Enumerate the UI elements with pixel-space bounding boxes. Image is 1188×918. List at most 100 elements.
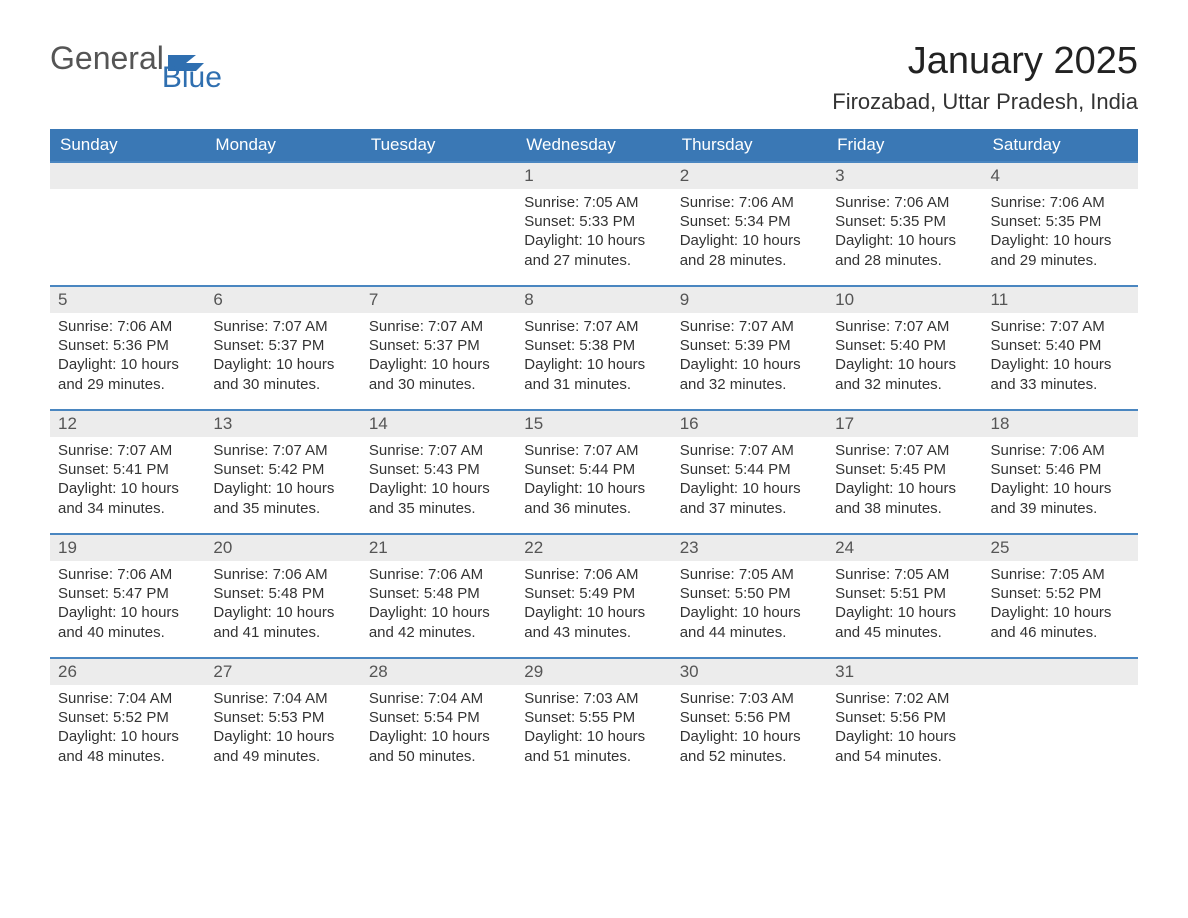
day-data: Sunrise: 7:07 AMSunset: 5:37 PMDaylight:… — [205, 313, 360, 400]
logo-text-blue: Blue — [162, 61, 222, 95]
day-number: 19 — [50, 535, 205, 561]
day-number: 3 — [827, 163, 982, 189]
sunset-line: Sunset: 5:54 PM — [369, 709, 480, 726]
calendar-cell: 17Sunrise: 7:07 AMSunset: 5:45 PMDayligh… — [827, 410, 982, 534]
day-data: Sunrise: 7:04 AMSunset: 5:54 PMDaylight:… — [361, 685, 516, 772]
calendar-cell: 9Sunrise: 7:07 AMSunset: 5:39 PMDaylight… — [672, 286, 827, 410]
day-data — [361, 189, 516, 199]
calendar-cell — [50, 162, 205, 286]
calendar-cell: 10Sunrise: 7:07 AMSunset: 5:40 PMDayligh… — [827, 286, 982, 410]
calendar-table: Sunday Monday Tuesday Wednesday Thursday… — [50, 129, 1138, 782]
day-number — [983, 659, 1138, 685]
day-number: 11 — [983, 287, 1138, 313]
calendar-cell: 7Sunrise: 7:07 AMSunset: 5:37 PMDaylight… — [361, 286, 516, 410]
daylight-line: Daylight: 10 hours and 29 minutes. — [991, 232, 1112, 268]
sunrise-line: Sunrise: 7:07 AM — [680, 318, 794, 335]
calendar-cell: 8Sunrise: 7:07 AMSunset: 5:38 PMDaylight… — [516, 286, 671, 410]
day-number: 31 — [827, 659, 982, 685]
day-number: 6 — [205, 287, 360, 313]
day-number: 7 — [361, 287, 516, 313]
day-number — [361, 163, 516, 189]
daylight-line: Daylight: 10 hours and 49 minutes. — [213, 728, 334, 764]
col-tuesday: Tuesday — [361, 129, 516, 162]
sunset-line: Sunset: 5:40 PM — [835, 337, 946, 354]
daylight-line: Daylight: 10 hours and 39 minutes. — [991, 480, 1112, 516]
calendar-header-row: Sunday Monday Tuesday Wednesday Thursday… — [50, 129, 1138, 162]
col-monday: Monday — [205, 129, 360, 162]
daylight-line: Daylight: 10 hours and 28 minutes. — [680, 232, 801, 268]
day-number — [205, 163, 360, 189]
sunset-line: Sunset: 5:47 PM — [58, 585, 169, 602]
sunrise-line: Sunrise: 7:06 AM — [213, 566, 327, 583]
sunrise-line: Sunrise: 7:03 AM — [680, 690, 794, 707]
sunset-line: Sunset: 5:35 PM — [991, 213, 1102, 230]
calendar-cell: 29Sunrise: 7:03 AMSunset: 5:55 PMDayligh… — [516, 658, 671, 782]
calendar-cell: 31Sunrise: 7:02 AMSunset: 5:56 PMDayligh… — [827, 658, 982, 782]
day-number: 26 — [50, 659, 205, 685]
calendar-week: 26Sunrise: 7:04 AMSunset: 5:52 PMDayligh… — [50, 658, 1138, 782]
logo-text-general: General — [50, 40, 164, 77]
sunrise-line: Sunrise: 7:05 AM — [835, 566, 949, 583]
day-number: 27 — [205, 659, 360, 685]
sunrise-line: Sunrise: 7:07 AM — [991, 318, 1105, 335]
calendar-cell: 22Sunrise: 7:06 AMSunset: 5:49 PMDayligh… — [516, 534, 671, 658]
sunrise-line: Sunrise: 7:02 AM — [835, 690, 949, 707]
day-data: Sunrise: 7:06 AM Sunset: 5:35 PM Daylight:… — [983, 189, 1138, 276]
day-number: 5 — [50, 287, 205, 313]
calendar-cell: 20Sunrise: 7:06 AMSunset: 5:48 PMDayligh… — [205, 534, 360, 658]
daylight-line: Daylight: 10 hours and 32 minutes. — [835, 356, 956, 392]
sunrise-line: Sunrise: 7:06 AM — [991, 194, 1105, 211]
sunrise-line: Sunrise: 7:06 AM — [58, 566, 172, 583]
calendar-cell — [983, 658, 1138, 782]
sunrise-line: Sunrise: 7:07 AM — [835, 318, 949, 335]
sunset-line: Sunset: 5:46 PM — [991, 461, 1102, 478]
day-number: 12 — [50, 411, 205, 437]
daylight-line: Daylight: 10 hours and 33 minutes. — [991, 356, 1112, 392]
day-data — [983, 685, 1138, 695]
sunset-line: Sunset: 5:52 PM — [58, 709, 169, 726]
sunrise-line: Sunrise: 7:06 AM — [991, 442, 1105, 459]
daylight-line: Daylight: 10 hours and 46 minutes. — [991, 604, 1112, 640]
day-data: Sunrise: 7:03 AMSunset: 5:56 PMDaylight:… — [672, 685, 827, 772]
daylight-line: Daylight: 10 hours and 50 minutes. — [369, 728, 490, 764]
calendar-cell: 15Sunrise: 7:07 AMSunset: 5:44 PMDayligh… — [516, 410, 671, 534]
daylight-line: Daylight: 10 hours and 37 minutes. — [680, 480, 801, 516]
day-data: Sunrise: 7:07 AMSunset: 5:45 PMDaylight:… — [827, 437, 982, 524]
daylight-line: Daylight: 10 hours and 29 minutes. — [58, 356, 179, 392]
day-number: 8 — [516, 287, 671, 313]
calendar-cell: 1Sunrise: 7:05 AMSunset: 5:33 PMDaylight… — [516, 162, 671, 286]
day-number: 22 — [516, 535, 671, 561]
sunrise-line: Sunrise: 7:07 AM — [213, 442, 327, 459]
day-number: 28 — [361, 659, 516, 685]
col-wednesday: Wednesday — [516, 129, 671, 162]
calendar-cell: 14Sunrise: 7:07 AMSunset: 5:43 PMDayligh… — [361, 410, 516, 534]
day-data: Sunrise: 7:06 AM Sunset: 5:47 PM Daylight:… — [50, 561, 205, 648]
day-number — [50, 163, 205, 189]
calendar-cell: 28Sunrise: 7:04 AMSunset: 5:54 PMDayligh… — [361, 658, 516, 782]
day-number: 13 — [205, 411, 360, 437]
calendar-cell: 30Sunrise: 7:03 AMSunset: 5:56 PMDayligh… — [672, 658, 827, 782]
sunset-line: Sunset: 5:42 PM — [213, 461, 324, 478]
day-data — [205, 189, 360, 199]
sunrise-line: Sunrise: 7:06 AM — [58, 318, 172, 335]
calendar-cell: 24Sunrise: 7:05 AMSunset: 5:51 PMDayligh… — [827, 534, 982, 658]
day-data: Sunrise: 7:07 AMSunset: 5:44 PMDaylight:… — [516, 437, 671, 524]
daylight-line: Daylight: 10 hours and 41 minutes. — [213, 604, 334, 640]
daylight-line: Daylight: 10 hours and 40 minutes. — [58, 604, 179, 640]
calendar-cell: 12Sunrise: 7:07 AMSunset: 5:41 PMDayligh… — [50, 410, 205, 534]
day-number: 17 — [827, 411, 982, 437]
day-number: 23 — [672, 535, 827, 561]
calendar-week: 12Sunrise: 7:07 AMSunset: 5:41 PMDayligh… — [50, 410, 1138, 534]
day-data: Sunrise: 7:04 AMSunset: 5:53 PMDaylight:… — [205, 685, 360, 772]
page-title: January 2025 — [908, 40, 1138, 83]
sunrise-line: Sunrise: 7:07 AM — [213, 318, 327, 335]
calendar-cell: 4Sunrise: 7:06 AMSunset: 5:35 PMDaylight… — [983, 162, 1138, 286]
day-data: Sunrise: 7:07 AMSunset: 5:41 PMDaylight:… — [50, 437, 205, 524]
daylight-line: Daylight: 10 hours and 36 minutes. — [524, 480, 645, 516]
day-data: Sunrise: 7:07 AMSunset: 5:37 PMDaylight:… — [361, 313, 516, 400]
sunset-line: Sunset: 5:36 PM — [58, 337, 169, 354]
calendar-cell: 13Sunrise: 7:07 AMSunset: 5:42 PMDayligh… — [205, 410, 360, 534]
sunrise-line: Sunrise: 7:07 AM — [524, 442, 638, 459]
sunrise-line: Sunrise: 7:06 AM — [835, 194, 949, 211]
calendar-cell: 23Sunrise: 7:05 AMSunset: 5:50 PMDayligh… — [672, 534, 827, 658]
